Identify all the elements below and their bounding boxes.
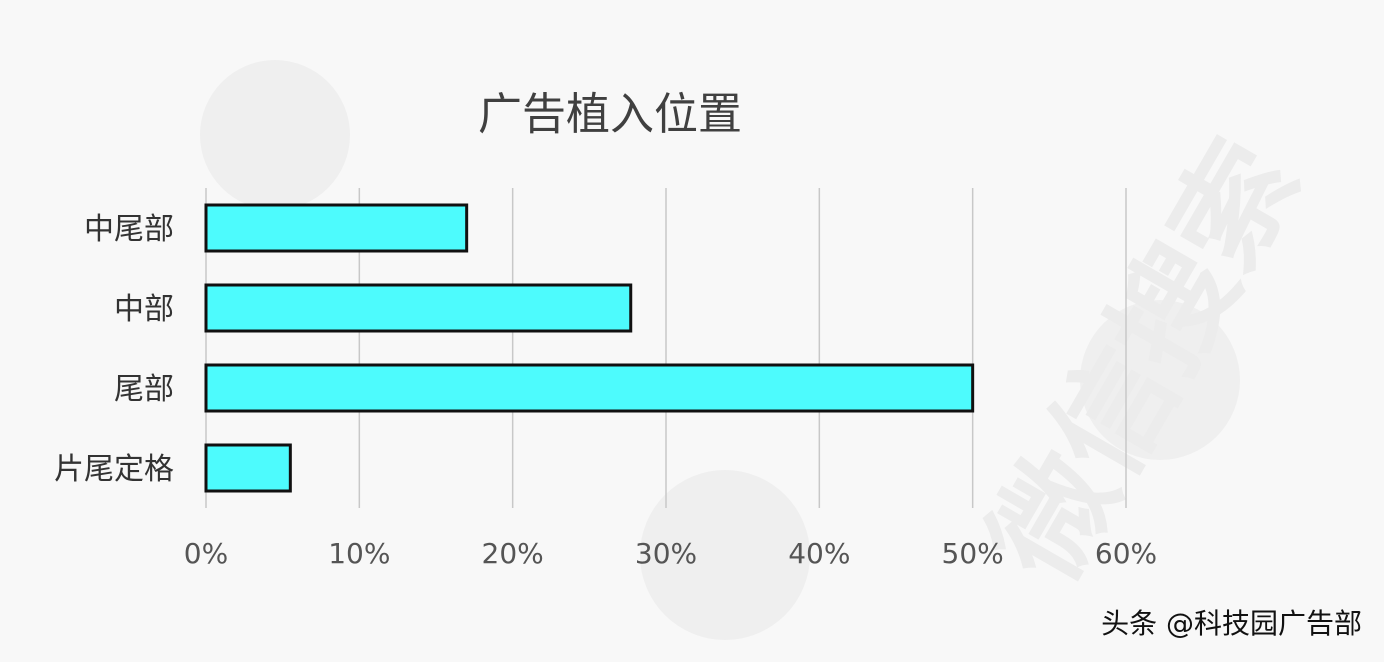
x-tick-label: 40%: [788, 537, 850, 570]
x-tick-label: 60%: [1095, 537, 1157, 570]
bar: [204, 443, 292, 493]
bar: [204, 203, 469, 253]
x-tick-label: 10%: [328, 537, 390, 570]
bar: [204, 363, 975, 413]
watermark-blob: [640, 470, 810, 640]
category-label: 中尾部: [84, 212, 174, 247]
watermark-blob: [200, 60, 350, 210]
bar: [204, 283, 633, 333]
x-tick-label: 20%: [482, 537, 544, 570]
x-tick-label: 0%: [184, 537, 228, 570]
category-label: 片尾定格: [54, 452, 174, 487]
category-label: 尾部: [114, 372, 174, 407]
x-tick-label: 50%: [942, 537, 1004, 570]
category-label: 中部: [114, 292, 174, 327]
x-tick-label: 30%: [635, 537, 697, 570]
source-credit: 头条 @科技园广告部: [1101, 607, 1362, 640]
watermark-blob: [1080, 300, 1240, 460]
chart-title: 广告植入位置: [478, 89, 742, 140]
